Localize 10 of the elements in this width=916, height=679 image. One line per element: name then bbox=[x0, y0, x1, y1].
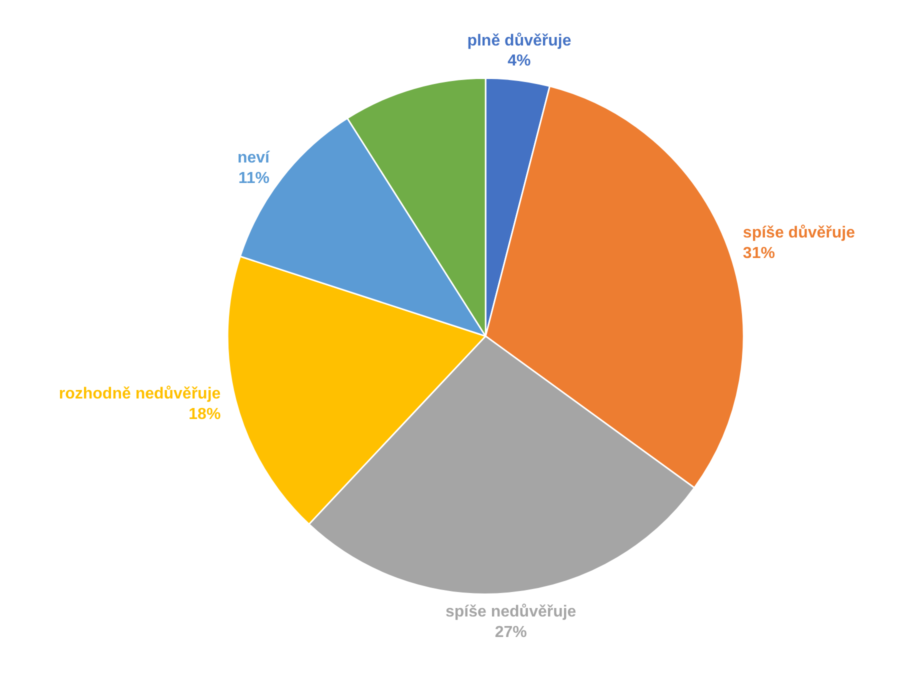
slice-label: rozhodně nedůvěřuje bbox=[58, 385, 221, 402]
data-label: 27% bbox=[494, 624, 527, 641]
data-label: 11% bbox=[238, 170, 270, 188]
data-label: 31% bbox=[742, 245, 775, 262]
data-label: 4% bbox=[508, 52, 531, 70]
slice-label: plně důvěřuje bbox=[467, 32, 572, 50]
data-label: 18% bbox=[188, 406, 221, 423]
slice-label: spíše nedůvěřuje bbox=[445, 603, 576, 620]
slice-label: neví bbox=[237, 150, 270, 167]
slice-label: spíše důvěřuje bbox=[742, 224, 856, 242]
